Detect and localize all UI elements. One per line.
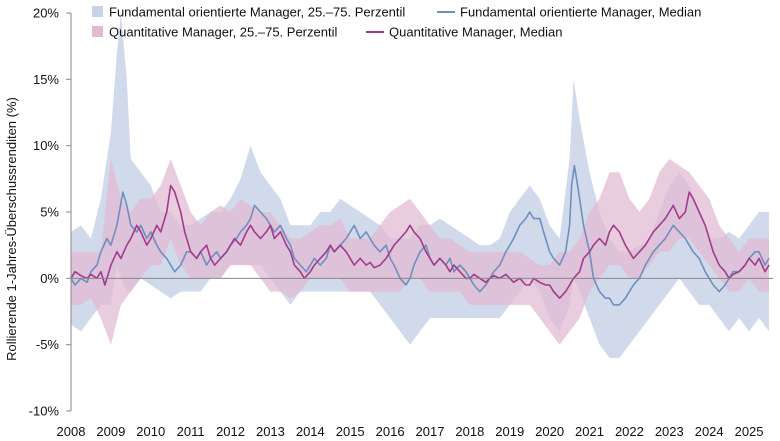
legend-item-fund-line: Fundamental orientierte Manager, Median: [437, 5, 701, 20]
legend: Fundamental orientierte Manager, 25.–75.…: [92, 5, 701, 40]
x-tick-label: 2014: [296, 424, 325, 439]
x-tick-label: 2018: [455, 424, 484, 439]
line-quant-line: [70, 184, 770, 300]
x-tick-label: 2011: [177, 424, 205, 439]
y-tick-label: 0%: [40, 271, 59, 286]
lines-layer: [70, 164, 770, 306]
legend-item-fund-band: Fundamental orientierte Manager, 25.–75.…: [92, 5, 405, 20]
legend-label: Fundamental orientierte Manager, 25.–75.…: [109, 5, 405, 20]
legend-swatch: [92, 26, 103, 37]
x-tick-label: 2025: [735, 424, 764, 439]
x-tick-label: 2020: [535, 424, 564, 439]
x-tick-label: 2019: [495, 424, 524, 439]
axes-layer: 20% 15% 10% 5% 0% -5% -10% 2008 2009 2010 2011 2012…: [29, 6, 773, 439]
x-tick-label: 2024: [695, 424, 724, 439]
legend-label: Fundamental orientierte Manager, Median: [460, 5, 701, 20]
x-tick-label: 2008: [57, 424, 86, 439]
x-tick-label: 2021: [575, 424, 604, 439]
bands-layer: [71, 13, 769, 358]
x-tick-label: 2023: [655, 424, 684, 439]
y-tick-label: -5%: [36, 337, 60, 352]
x-tick-label: 2010: [136, 424, 165, 439]
legend-label: Quantitative Manager, Median: [389, 25, 562, 40]
legend-swatch: [92, 6, 103, 17]
y-tick-label: 15%: [33, 72, 59, 87]
legend-item-quant-line: Quantitative Manager, Median: [366, 25, 562, 40]
x-tick-label: 2013: [256, 424, 285, 439]
line-fund-line: [70, 164, 770, 306]
x-tick-label: 2017: [416, 424, 445, 439]
x-tick-label: 2015: [336, 424, 365, 439]
x-tick-label: 2012: [216, 424, 245, 439]
legend-label: Quantitative Manager, 25.–75. Perzentil: [109, 25, 337, 40]
x-tick-label: 2016: [376, 424, 405, 439]
y-tick-label: 10%: [33, 138, 59, 153]
x-tick-label: 2022: [615, 424, 644, 439]
legend-item-quant-band: Quantitative Manager, 25.–75. Perzentil: [92, 25, 337, 40]
y-tick-label: 20%: [33, 6, 59, 21]
y-axis-title: Rollierende 1-Jahres-Überschussrenditen …: [4, 97, 19, 361]
x-tick-label: 2009: [96, 424, 125, 439]
y-tick-label: 5%: [40, 205, 59, 220]
y-tick-label: -10%: [29, 404, 60, 419]
